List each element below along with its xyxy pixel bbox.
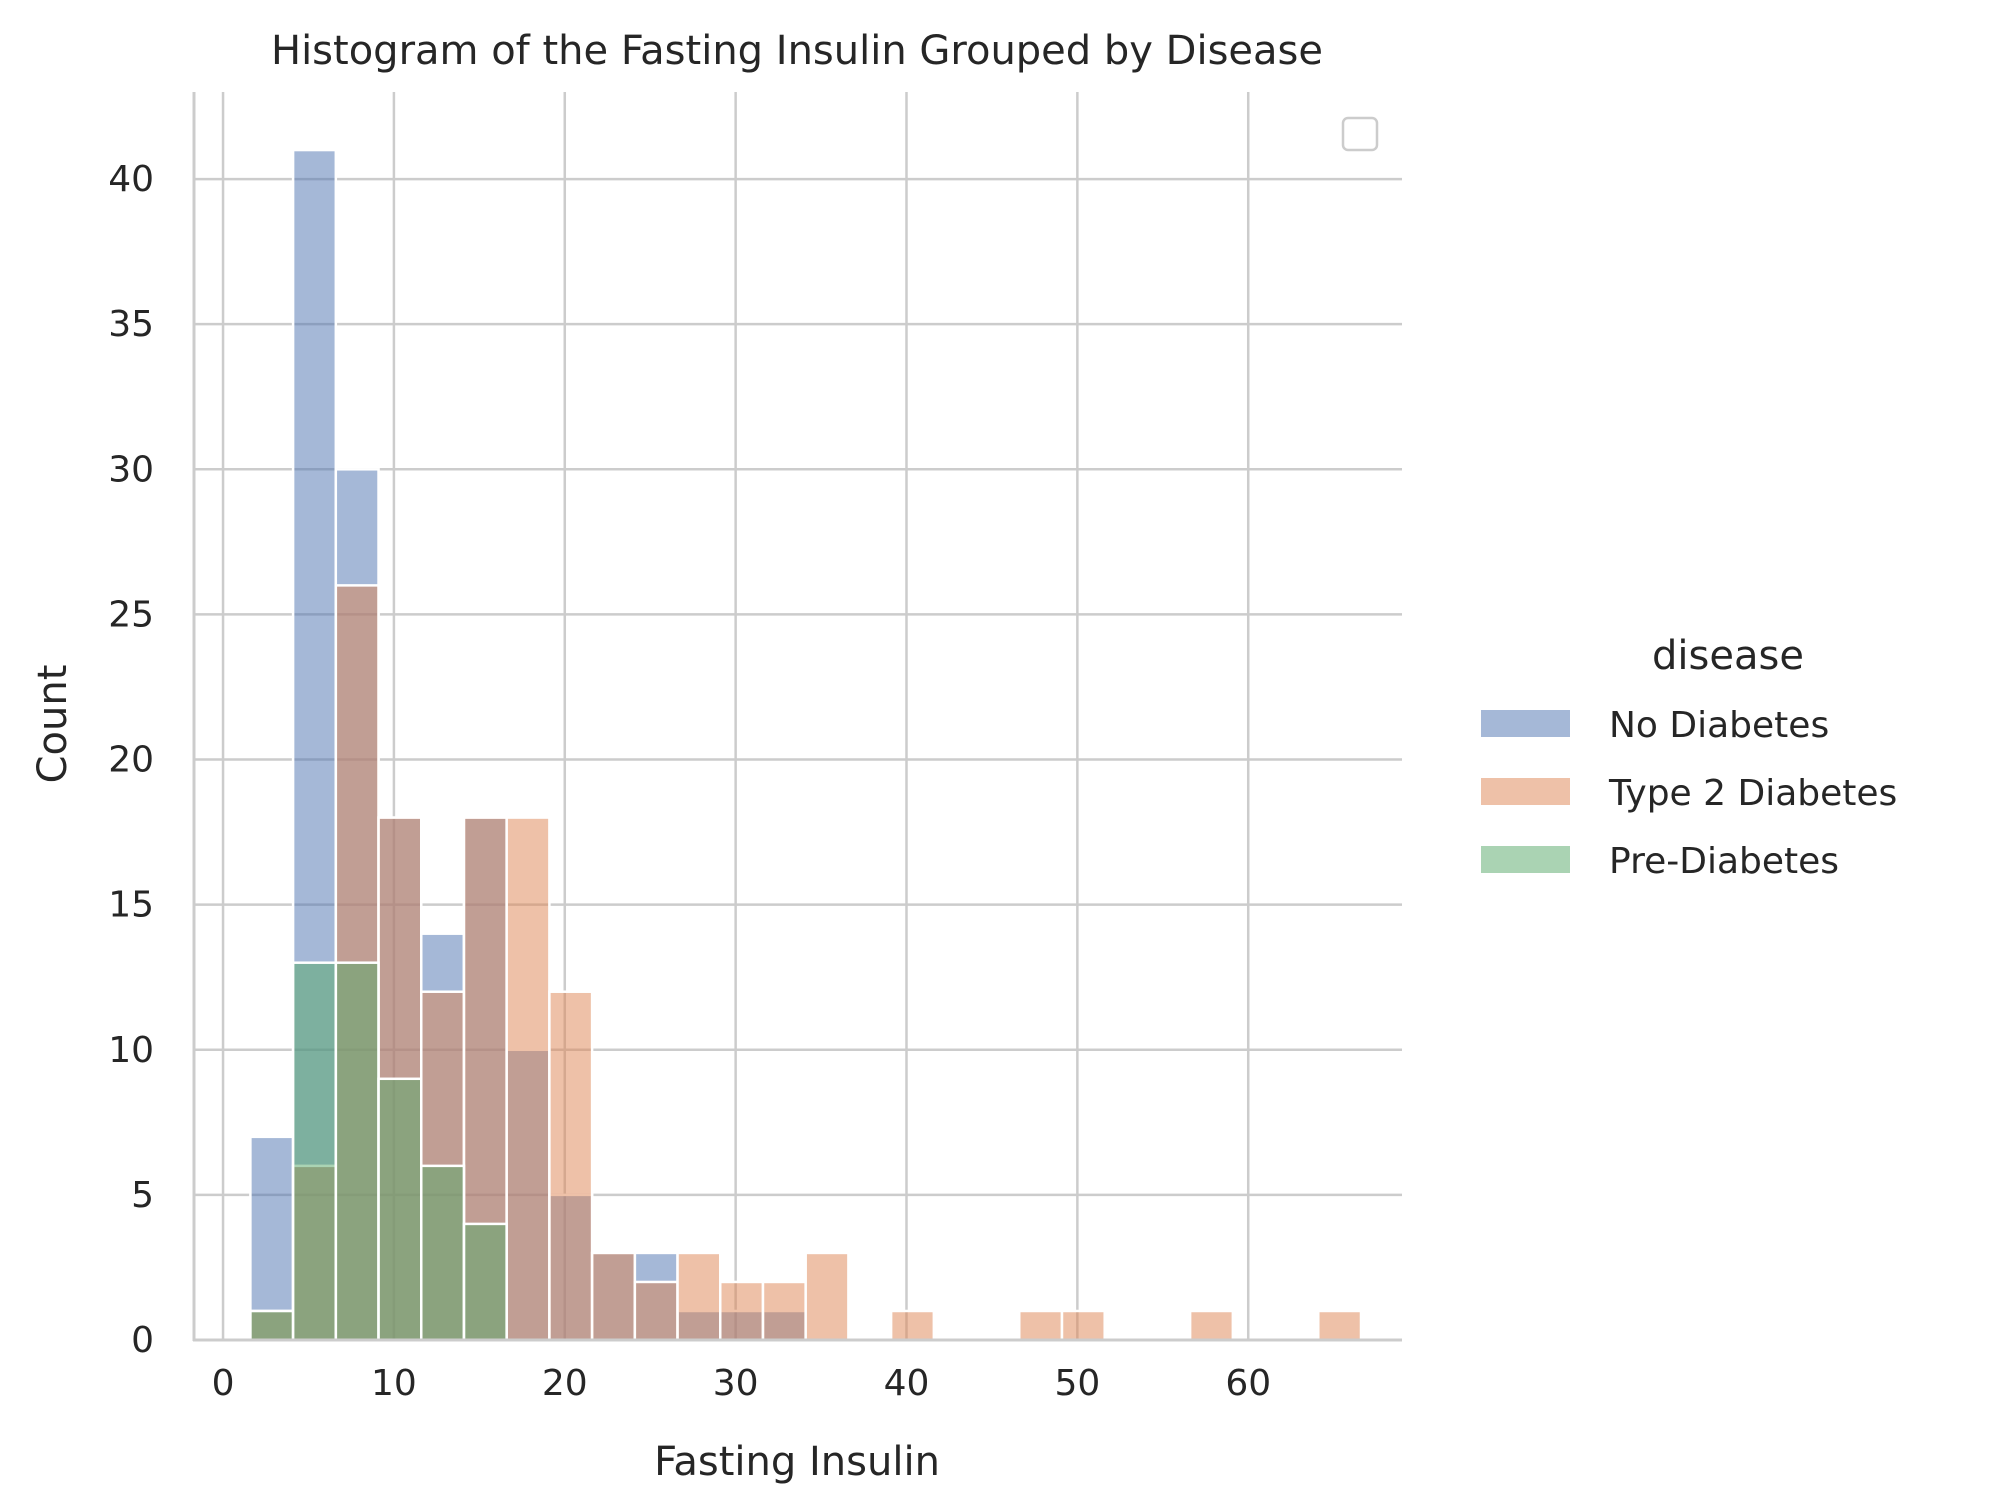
- histogram-bar: [719, 1280, 765, 1342]
- histogram-bar: [291, 961, 338, 1342]
- legend: disease No Diabetes Type 2 Diabetes Pre-Di…: [1481, 633, 1897, 882]
- y-tick-label: 5: [131, 1175, 154, 1216]
- series-pre-diabetes: [249, 961, 508, 1342]
- histogram-bar: [1018, 1309, 1064, 1342]
- y-tick-label: 20: [108, 740, 154, 781]
- histogram-bar: [334, 961, 380, 1342]
- y-tick-label: 10: [108, 1030, 154, 1071]
- tick-labels: 0 10 20 30 40 50 60 0 5 10 15 20 25 30 35 40: [108, 159, 1271, 1404]
- histogram-bar: [676, 1251, 722, 1342]
- x-tick-label: 60: [1225, 1363, 1271, 1404]
- chart-title: Histogram of the Fasting Insulin Grouped…: [271, 28, 1323, 74]
- histogram-bar: [505, 816, 551, 1342]
- y-tick-label: 40: [108, 159, 154, 200]
- histogram-bar: [548, 990, 594, 1342]
- y-tick-label: 30: [108, 449, 154, 490]
- legend-swatch: [1481, 846, 1570, 873]
- x-tick-label: 50: [1054, 1363, 1100, 1404]
- x-tick-label: 20: [542, 1363, 588, 1404]
- axes: [192, 92, 1402, 1342]
- legend-label: No Diabetes: [1609, 705, 1829, 746]
- histogram-bar: [249, 1309, 295, 1342]
- legend-swatch: [1481, 778, 1570, 805]
- histogram-bar: [761, 1280, 807, 1342]
- y-axis-label: Count: [30, 665, 76, 784]
- legend-label: Type 2 Diabetes: [1608, 773, 1897, 814]
- y-tick-label: 0: [131, 1320, 154, 1361]
- histogram-bar: [804, 1251, 850, 1342]
- histogram-bar: [249, 1135, 295, 1342]
- bars: [249, 148, 1363, 1342]
- x-tick-label: 0: [212, 1363, 235, 1404]
- histogram-bar: [1060, 1309, 1106, 1342]
- y-tick-label: 25: [108, 594, 154, 635]
- legend-swatch: [1481, 710, 1570, 737]
- x-tick-label: 30: [713, 1363, 759, 1404]
- histogram-bar: [462, 1222, 508, 1342]
- legend-label: Pre-Diabetes: [1609, 841, 1839, 882]
- histogram-bar: [377, 1077, 423, 1342]
- empty-legend-box: [1341, 116, 1379, 152]
- legend-title: disease: [1652, 633, 1804, 679]
- x-tick-label: 10: [371, 1363, 417, 1404]
- histogram-bar: [1317, 1309, 1363, 1342]
- histogram-bar: [1188, 1309, 1235, 1342]
- histogram-bar: [590, 1251, 637, 1342]
- x-axis-label: Fasting Insulin: [654, 1439, 940, 1485]
- histogram-bar: [419, 1164, 466, 1342]
- x-tick-label: 40: [884, 1363, 930, 1404]
- histogram-bar: [889, 1309, 936, 1342]
- histogram-bar: [633, 1280, 679, 1342]
- y-tick-label: 35: [108, 304, 154, 345]
- y-tick-label: 15: [108, 885, 154, 926]
